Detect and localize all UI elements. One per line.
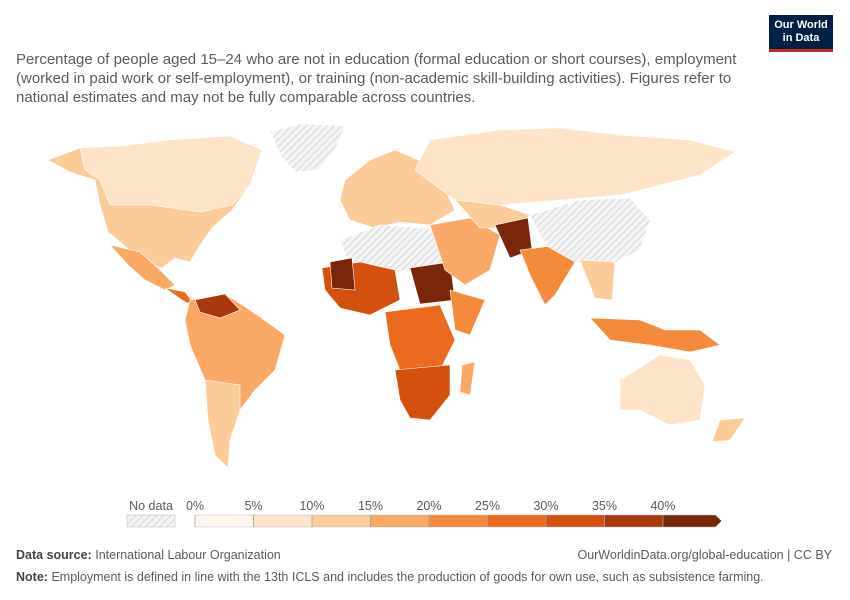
new-zealand <box>711 417 746 443</box>
logo-line: in Data <box>782 32 820 44</box>
no-data-label: No data <box>129 499 173 513</box>
url[interactable]: OurWorldinData.org/global-education | CC… <box>577 548 832 562</box>
australia <box>619 354 706 426</box>
legend-tick-label: 30% <box>533 499 558 513</box>
indonesia <box>589 317 721 353</box>
greenland <box>269 123 346 173</box>
legend-bin <box>662 514 722 528</box>
southern-africa <box>394 364 451 421</box>
southern-cone <box>204 379 241 469</box>
legend-bin <box>253 514 313 528</box>
source-label: Data source: <box>16 548 92 562</box>
note: Note: Employment is defined in line with… <box>16 570 764 584</box>
legend-bin <box>604 514 664 528</box>
central-africa <box>384 304 456 371</box>
venezuela <box>194 293 241 319</box>
legend-tick-label: 35% <box>592 499 617 513</box>
legend-tick-label: 0% <box>186 499 204 513</box>
middle-east <box>429 217 501 286</box>
legend-tick-label: 15% <box>358 499 383 513</box>
logo[interactable]: Our World in Data <box>769 15 833 52</box>
legend-bin <box>545 514 605 528</box>
horn-of-africa <box>449 289 486 336</box>
legend: No data 0% 5% 10% 15% 20% 25% 30% 35% 40% <box>126 499 722 528</box>
china <box>529 197 651 266</box>
legend-tick-label: 40% <box>650 499 675 513</box>
sahel <box>329 257 356 291</box>
south-america <box>184 293 286 469</box>
logo-line: Our World <box>774 19 828 31</box>
russia <box>414 127 736 206</box>
madagascar <box>459 361 476 396</box>
legend-bin <box>487 514 547 528</box>
note-text: Employment is defined in line with the 1… <box>51 570 764 584</box>
canada <box>79 135 263 213</box>
southeast-asia <box>579 259 616 301</box>
source-text: International Labour Organization <box>95 548 281 562</box>
legend-tick-label: 10% <box>299 499 324 513</box>
legend-bin <box>370 514 430 528</box>
subtitle: Percentage of people aged 15–24 who are … <box>16 51 737 106</box>
no-data-swatch <box>126 514 176 528</box>
legend-bin <box>428 514 488 528</box>
mexico <box>109 244 176 291</box>
note-label: Note: <box>16 570 48 584</box>
countries <box>47 123 746 469</box>
legend-tick-label: 25% <box>475 499 500 513</box>
legend-tick-label: 5% <box>244 499 262 513</box>
legend-bin <box>311 514 371 528</box>
legend-tick-label: 20% <box>416 499 441 513</box>
legend-bin <box>194 514 254 528</box>
source: Data source: International Labour Organi… <box>16 548 281 562</box>
